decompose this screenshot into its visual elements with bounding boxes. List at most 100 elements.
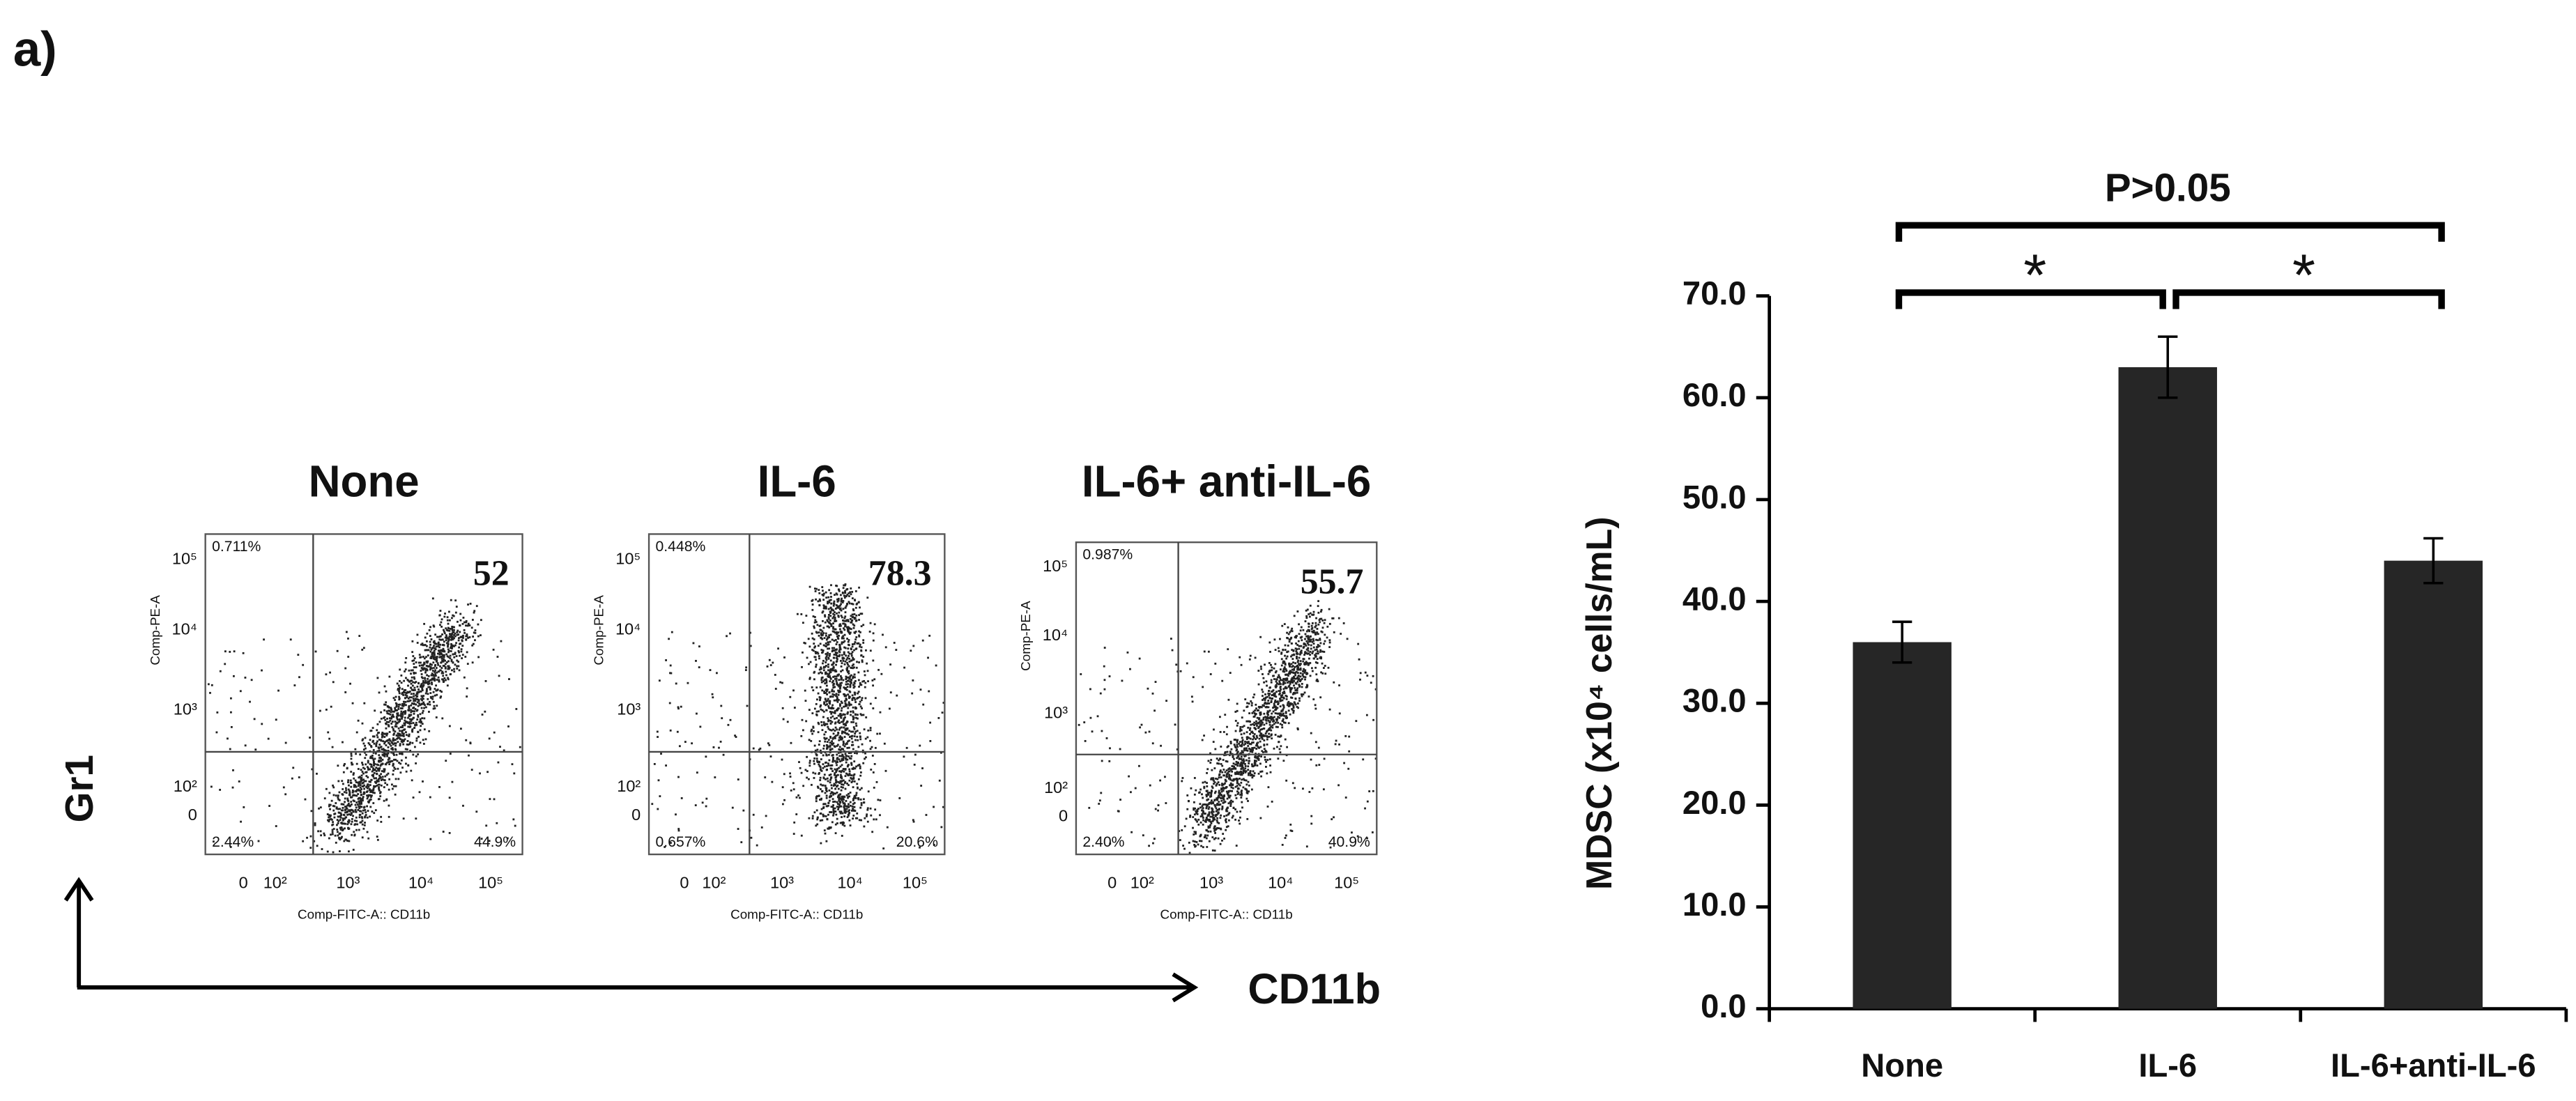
- event-dot: [356, 789, 358, 792]
- event-dot: [836, 796, 839, 799]
- event-dot: [856, 783, 859, 785]
- event-dot: [1314, 624, 1317, 627]
- event-dot: [364, 809, 367, 811]
- event-dot: [813, 587, 816, 590]
- event-dot: [1189, 815, 1191, 818]
- event-dot: [847, 628, 850, 631]
- event-dot: [866, 596, 869, 599]
- event-dot: [1236, 702, 1239, 705]
- event-dot: [390, 717, 393, 720]
- quadrant-value: 20.6%: [896, 834, 938, 850]
- event-dot: [825, 691, 827, 694]
- flow-y-tick: 10²: [617, 777, 641, 795]
- event-dot: [843, 803, 846, 806]
- event-dot: [233, 675, 235, 677]
- event-dot: [841, 730, 843, 733]
- event-dot: [1225, 733, 1228, 736]
- event-dot: [1204, 819, 1207, 821]
- event-dot: [834, 722, 836, 725]
- event-dot: [852, 656, 854, 659]
- event-dot: [1293, 668, 1295, 671]
- event-dot: [445, 674, 447, 677]
- event-dot: [829, 619, 831, 622]
- event-dot: [399, 726, 402, 729]
- event-dot: [1324, 633, 1326, 636]
- event-dot: [337, 820, 340, 822]
- event-dot: [836, 803, 839, 806]
- event-dot: [827, 652, 829, 654]
- event-dot: [1253, 724, 1256, 726]
- event-dot: [808, 762, 811, 764]
- event-dot: [436, 659, 438, 662]
- event-dot: [866, 808, 869, 811]
- event-dot: [854, 693, 857, 696]
- event-dot: [837, 606, 840, 609]
- event-dot: [822, 662, 824, 665]
- event-dot: [411, 688, 413, 691]
- event-dot: [835, 670, 838, 672]
- event-dot: [361, 819, 364, 822]
- event-dot: [824, 682, 827, 685]
- event-dot: [1282, 721, 1285, 724]
- event-dot: [298, 776, 300, 778]
- event-dot: [698, 666, 700, 669]
- event-dot: [410, 669, 413, 672]
- event-dot: [354, 748, 357, 750]
- event-dot: [1257, 718, 1260, 721]
- event-dot: [858, 614, 860, 617]
- event-dot: [1228, 775, 1231, 778]
- event-dot: [848, 592, 850, 594]
- event-dot: [1084, 740, 1087, 742]
- event-dot: [1235, 845, 1238, 847]
- event-dot: [1268, 697, 1271, 700]
- event-dot: [1193, 840, 1196, 843]
- event-dot: [1236, 762, 1239, 765]
- event-dot: [1294, 636, 1296, 638]
- event-dot: [1210, 801, 1212, 803]
- event-dot: [431, 652, 434, 654]
- event-dot: [365, 753, 367, 756]
- event-dot: [830, 729, 833, 732]
- event-dot: [834, 807, 836, 810]
- event-dot: [1296, 676, 1299, 679]
- event-dot: [377, 778, 380, 780]
- event-dot: [1193, 807, 1195, 810]
- event-dot: [758, 748, 760, 751]
- event-dot: [410, 704, 413, 707]
- event-dot: [415, 703, 417, 706]
- event-dot: [488, 737, 491, 740]
- event-dot: [363, 792, 366, 794]
- event-dot: [392, 769, 394, 772]
- event-dot: [1183, 825, 1186, 828]
- event-dot: [1225, 780, 1227, 783]
- event-dot: [431, 647, 434, 649]
- event-dot: [393, 710, 395, 713]
- event-dot: [806, 656, 808, 659]
- event-dot: [401, 734, 404, 737]
- event-dot: [1298, 623, 1300, 626]
- event-dot: [1303, 671, 1306, 674]
- event-dot: [854, 631, 857, 633]
- event-dot: [851, 694, 854, 697]
- event-dot: [345, 816, 348, 819]
- event-dot: [410, 769, 413, 772]
- event-dot: [848, 665, 850, 668]
- event-dot: [1284, 644, 1287, 647]
- event-dot: [386, 755, 388, 757]
- event-dot: [1213, 783, 1215, 785]
- event-dot: [871, 754, 874, 757]
- event-dot: [822, 669, 825, 672]
- event-dot: [375, 745, 378, 748]
- event-dot: [929, 740, 932, 742]
- event-dot: [381, 778, 384, 780]
- event-dot: [827, 602, 829, 605]
- event-dot: [375, 767, 378, 769]
- event-dot: [838, 796, 841, 799]
- event-dot: [861, 743, 864, 746]
- event-dot: [822, 599, 825, 601]
- event-dot: [435, 716, 438, 718]
- event-dot: [1250, 788, 1253, 791]
- event-dot: [789, 772, 791, 775]
- event-dot: [824, 738, 827, 741]
- event-dot: [842, 721, 844, 723]
